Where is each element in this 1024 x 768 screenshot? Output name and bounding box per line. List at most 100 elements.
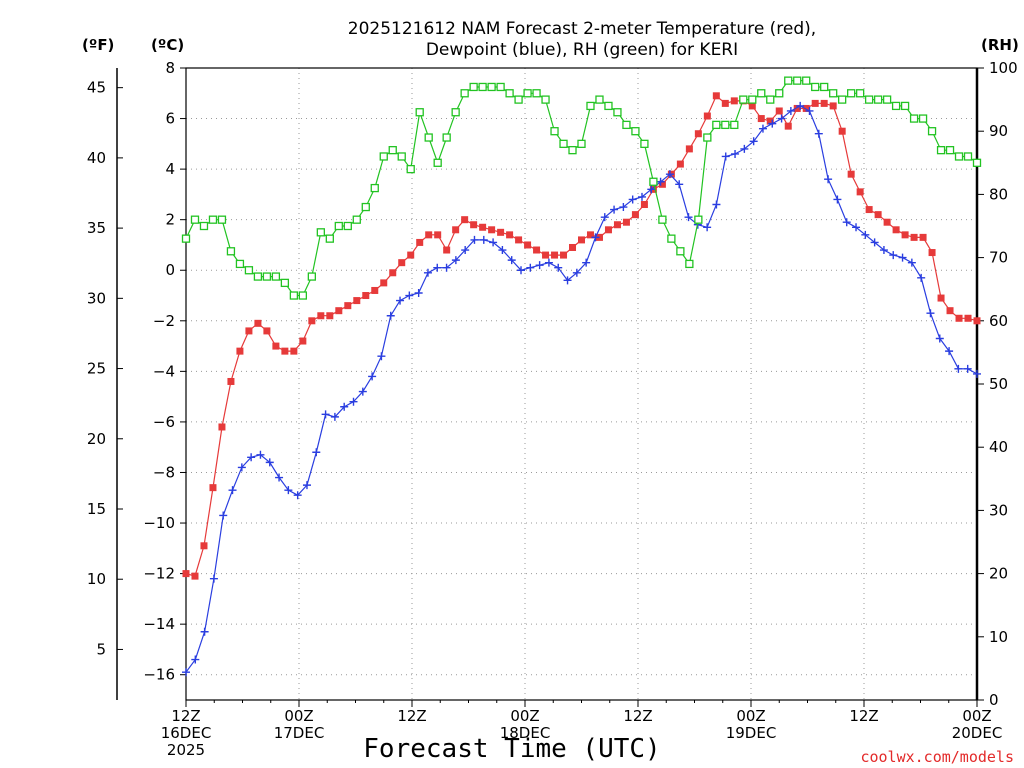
temperature-point [910,233,918,241]
dewpoint-point [191,655,200,664]
dewpoint-point [247,453,256,462]
x-tick-label: 16DEC [161,724,212,742]
fahrenheit-tick-label: 5 [96,640,106,658]
dewpoint-point [563,276,572,285]
dewpoint-point [842,218,851,227]
temperature-point [200,542,208,550]
rh-point [199,221,209,231]
rh-point [334,221,343,231]
rh-point [802,76,811,85]
rh-point [370,183,379,193]
rh-point [855,89,865,98]
temperature-line [185,94,978,577]
x-tick-label: 12Z [397,707,426,725]
temperature-point [308,317,316,325]
rh-point [388,146,397,155]
temperature-point [209,484,217,492]
dewpoint-point [907,258,916,267]
celsius-tick-label: −10 [143,514,175,532]
rh-point [379,152,388,161]
temperature-point [326,312,334,320]
temperature-point [622,218,630,226]
temperature-point [712,92,720,100]
temperature-point [856,188,864,196]
temperature-point [218,423,226,431]
dewpoint-point [619,203,628,212]
temperature-point [784,122,792,130]
celsius-tick-label: −4 [153,362,175,380]
rh-tick-label: 90 [989,122,1008,140]
x-tick-label: 00Z [510,707,539,725]
credit-link[interactable]: coolwx.com/models [860,748,1014,766]
dewpoint-point [265,458,274,467]
celsius-tick-label: −8 [153,463,175,481]
temperature-point [847,170,855,178]
fahrenheit-tick-label: 30 [87,289,106,307]
rh-point [882,95,892,104]
rh-point [676,247,685,256]
rh-point [361,202,370,212]
dewpoint-point [442,263,451,272]
rh-point [739,95,748,104]
temperature-point [694,130,702,138]
dewpoint-point [852,223,861,232]
dewpoint-point [582,258,591,267]
temperature-point [955,314,963,322]
dewpoint-point [349,397,358,406]
rh-point [640,139,649,148]
dewpoint-point [340,402,349,411]
temperature-point [775,107,783,115]
rh-point [415,108,424,117]
rh-point [478,82,487,92]
temperature-point [964,314,972,322]
rh-tick-label: 20 [989,565,1008,583]
temperature-point [425,231,433,239]
temperature-point [757,115,765,123]
dewpoint-point [498,246,507,255]
dewpoint-point [396,296,405,305]
dewpoint-point [302,481,311,490]
x-tick-label: 00Z [284,707,313,725]
dewpoint-point [256,450,265,459]
rh-point [766,95,775,104]
temperature-point [497,228,505,236]
temperature-point [919,233,927,241]
dewpoint-point [591,233,600,242]
temperature-point [245,327,253,335]
dewpoint-point [758,124,767,133]
rh-point [927,127,937,136]
dewpoint-point [665,170,674,179]
dewpoint-point [833,195,842,204]
temperature-point [533,246,541,254]
dewpoint-point [768,119,777,128]
rh-tick-label: 40 [989,438,1008,456]
gridlines [186,68,977,700]
rh-point [784,76,793,85]
dewpoint-point [796,101,805,110]
rh-point [945,146,955,155]
rh-point [280,278,290,288]
dewpoint-point [358,387,367,396]
x-tick-label: 12Z [849,707,878,725]
dewpoint-point [973,369,981,378]
rh-point [469,82,478,92]
x-tick-label: 2025 [167,741,205,759]
rh-point [433,158,442,167]
fahrenheit-tick-label: 20 [87,430,106,448]
temperature-point [353,297,361,305]
x-tick-label: 20DEC [952,724,1003,742]
rh-point [891,101,901,111]
dewpoint-point [935,334,944,343]
temperature-point [443,246,451,254]
temperature-point [658,180,666,188]
dewpoint-point [312,448,321,457]
rh-point [649,177,658,186]
dewpoint-point [433,263,442,272]
temperature-point [344,302,352,310]
dewpoint-point [414,288,423,297]
rh-point [775,89,784,98]
series-rh [181,76,982,300]
dewpoint-point [731,149,740,158]
rh-point [873,95,883,104]
dewpoint-point [610,205,619,214]
